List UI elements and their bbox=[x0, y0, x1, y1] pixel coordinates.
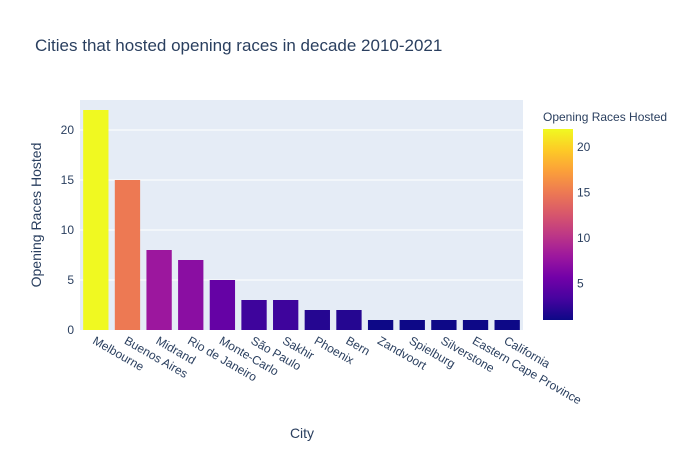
bar[interactable] bbox=[241, 300, 267, 330]
bars bbox=[83, 110, 520, 330]
bar[interactable] bbox=[83, 110, 109, 330]
y-tick-label: 0 bbox=[67, 323, 74, 337]
y-tick-label: 10 bbox=[61, 223, 75, 237]
bar[interactable] bbox=[114, 180, 141, 330]
bar[interactable] bbox=[146, 250, 172, 330]
y-axis-title: Opening Races Hosted bbox=[28, 143, 44, 288]
colorbar-tick-label: 15 bbox=[577, 186, 591, 200]
bar[interactable] bbox=[494, 320, 520, 330]
y-tick-label: 20 bbox=[61, 123, 75, 137]
bar[interactable] bbox=[399, 320, 425, 330]
colorbar-tick-label: 10 bbox=[577, 231, 591, 245]
colorbar-title: Opening Races Hosted bbox=[543, 110, 667, 124]
colorbar-ticks: 5 10 15 20 bbox=[577, 140, 591, 290]
y-tick-label: 15 bbox=[61, 173, 75, 187]
y-tick-label: 5 bbox=[67, 273, 74, 287]
x-axis-title: City bbox=[290, 425, 314, 441]
bar[interactable] bbox=[209, 280, 236, 330]
y-axis-ticks: 0 5 10 15 20 bbox=[61, 123, 75, 337]
colorbar bbox=[543, 129, 573, 320]
bar[interactable] bbox=[273, 300, 299, 330]
colorbar-tick-label: 20 bbox=[577, 140, 591, 154]
bar[interactable] bbox=[367, 320, 394, 330]
chart-title: Cities that hosted opening races in deca… bbox=[35, 36, 442, 55]
colorbar-tick-label: 5 bbox=[577, 277, 584, 291]
bar[interactable] bbox=[178, 260, 204, 330]
bar[interactable] bbox=[431, 320, 457, 330]
bar[interactable] bbox=[336, 310, 362, 330]
bar[interactable] bbox=[304, 310, 330, 330]
bar[interactable] bbox=[462, 320, 489, 330]
